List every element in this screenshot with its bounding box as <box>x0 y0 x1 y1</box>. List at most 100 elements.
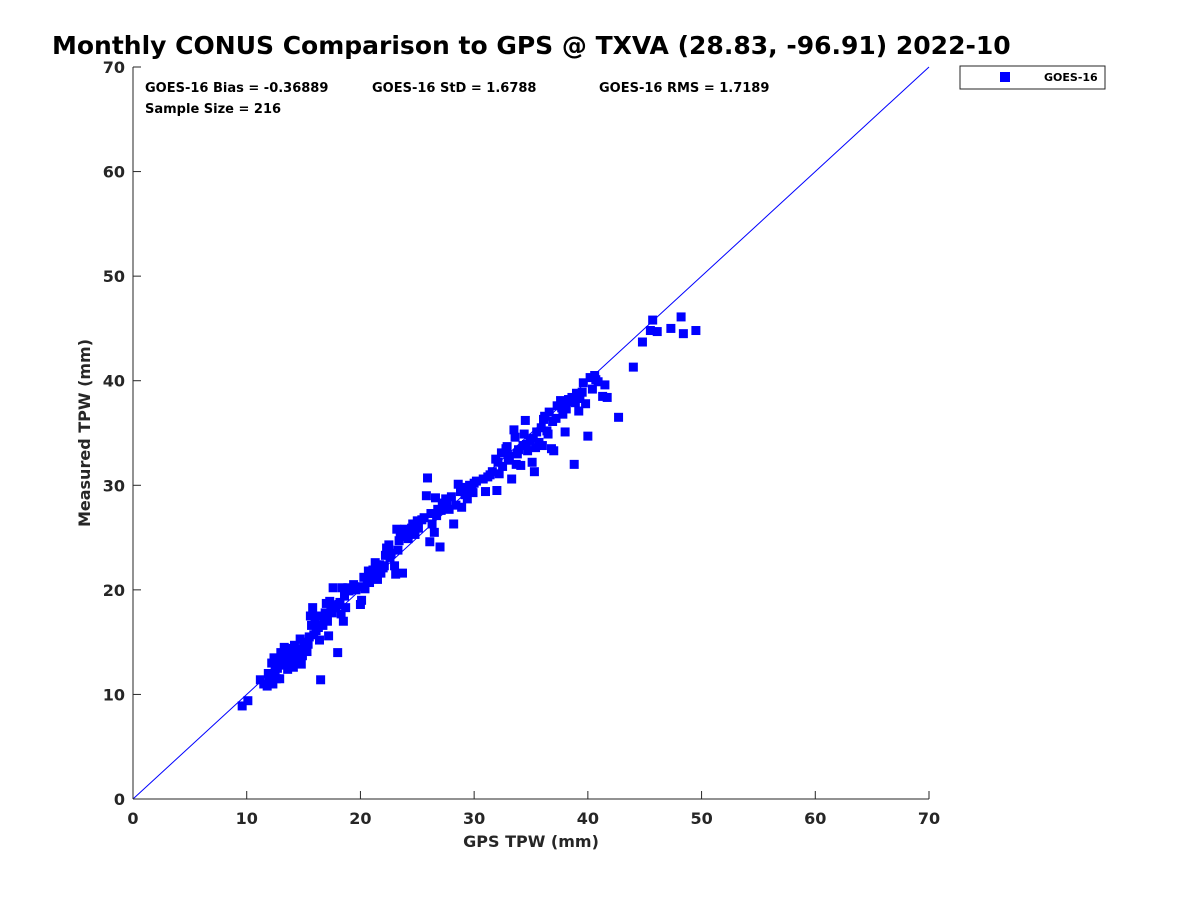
data-point <box>429 527 439 537</box>
data-point <box>337 583 347 593</box>
stat-rms: GOES-16 RMS = 1.7189 <box>599 81 769 96</box>
data-point <box>390 561 400 571</box>
x-tick-label: 30 <box>463 809 485 828</box>
data-point <box>334 599 344 609</box>
legend-box <box>959 65 1106 90</box>
data-point <box>498 461 508 471</box>
data-point <box>384 540 394 550</box>
data-point <box>528 433 538 443</box>
data-point <box>333 648 343 658</box>
data-point <box>449 519 459 529</box>
data-point <box>285 643 295 653</box>
one-to-one-reference-line <box>132 66 930 800</box>
data-point <box>313 623 323 633</box>
data-point <box>583 431 593 441</box>
data-point <box>451 500 461 510</box>
data-point <box>427 519 437 529</box>
data-point <box>371 571 381 581</box>
data-point <box>468 488 478 498</box>
data-point <box>328 583 338 593</box>
data-point <box>297 651 307 661</box>
data-point <box>421 491 431 501</box>
data-point <box>676 312 686 322</box>
data-point <box>322 616 332 626</box>
data-point <box>327 608 337 618</box>
data-point <box>565 397 575 407</box>
data-point <box>523 446 533 456</box>
data-point <box>453 479 463 489</box>
data-point <box>557 403 567 413</box>
y-tick-label: 60 <box>103 163 125 182</box>
x-tick-label: 40 <box>577 809 599 828</box>
data-point <box>457 502 467 512</box>
y-tick-label: 20 <box>103 581 125 600</box>
y-tick-label: 10 <box>103 685 125 704</box>
data-point <box>393 545 403 555</box>
data-point <box>292 653 302 663</box>
data-point <box>341 603 351 613</box>
data-point <box>296 659 306 669</box>
data-point <box>511 459 521 469</box>
data-point <box>558 409 568 419</box>
data-point <box>516 460 526 470</box>
plot-area: 0 10 20 30 40 50 60 70 0 10 20 30 40 50 60 70 <box>103 58 940 828</box>
data-point <box>537 441 547 451</box>
data-point <box>425 537 435 547</box>
data-point <box>507 474 517 484</box>
data-point <box>282 650 292 660</box>
data-point <box>560 427 570 437</box>
data-point <box>493 457 503 467</box>
data-point <box>340 591 350 601</box>
data-point <box>338 616 348 626</box>
data-point <box>666 323 676 333</box>
x-tick-label: 60 <box>804 809 826 828</box>
data-point <box>485 470 495 480</box>
data-point <box>512 449 522 459</box>
data-point <box>407 523 417 533</box>
data-point <box>532 427 542 437</box>
data-point <box>543 429 553 439</box>
data-point <box>436 505 446 515</box>
data-point <box>413 523 423 533</box>
data-point <box>577 387 587 397</box>
data-point <box>536 423 546 433</box>
data-point <box>398 568 408 578</box>
data-point <box>329 603 339 613</box>
data-point <box>544 407 554 417</box>
data-point <box>587 384 597 394</box>
data-point <box>394 536 404 546</box>
data-point <box>267 658 277 668</box>
data-point <box>392 524 402 534</box>
data-point <box>531 443 541 453</box>
data-point <box>309 630 319 640</box>
data-point <box>598 391 608 401</box>
stat-bias: GOES-16 Bias = -0.36889 <box>145 81 328 96</box>
data-point <box>360 584 370 594</box>
data-point <box>552 401 562 411</box>
data-point <box>263 669 273 679</box>
data-point <box>678 329 688 339</box>
data-point <box>509 425 519 435</box>
data-point <box>556 396 566 406</box>
data-point <box>295 634 305 644</box>
data-point <box>520 415 530 425</box>
data-point <box>336 609 346 619</box>
data-point <box>380 550 390 560</box>
data-point <box>243 696 253 706</box>
data-point <box>652 327 662 337</box>
data-point <box>455 487 465 497</box>
data-point <box>410 529 420 539</box>
data-point <box>426 509 436 519</box>
data-point <box>368 565 378 575</box>
x-axis-label: GPS TPW (mm) <box>463 832 599 851</box>
data-point <box>283 664 293 674</box>
y-tick-label: 40 <box>103 372 125 391</box>
data-point <box>376 568 386 578</box>
data-point <box>359 572 369 582</box>
data-point <box>417 515 427 525</box>
data-point <box>478 474 488 484</box>
data-point <box>549 446 559 456</box>
legend: GOES-16 <box>959 65 1106 90</box>
data-point <box>492 486 502 496</box>
data-point <box>444 504 454 514</box>
